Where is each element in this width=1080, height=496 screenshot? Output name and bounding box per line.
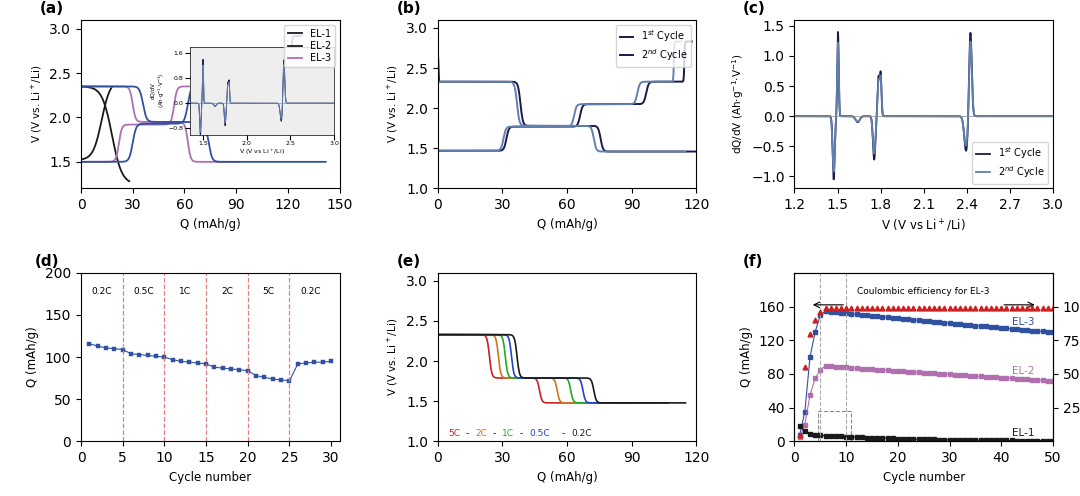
Text: 0.2C: 0.2C [92,287,112,296]
Text: (c): (c) [743,1,766,16]
Text: -: - [492,429,496,438]
Y-axis label: V (V vs. Li$^+$/Li): V (V vs. Li$^+$/Li) [29,65,43,143]
Bar [818,411,851,443]
Text: (b): (b) [396,1,421,16]
Legend: EL-1, EL-2, EL-3: EL-1, EL-2, EL-3 [284,25,335,67]
Text: (a): (a) [40,1,64,16]
Text: 0.5C: 0.5C [133,287,153,296]
Text: (e): (e) [396,254,420,269]
X-axis label: V (V vs Li$^+$/Li): V (V vs Li$^+$/Li) [881,218,967,234]
Text: -: - [562,429,565,438]
X-axis label: Q (mAh/g): Q (mAh/g) [537,471,597,484]
Text: EL-1: EL-1 [1012,429,1035,438]
Text: 5C: 5C [448,429,460,438]
Text: 0.2C: 0.2C [571,429,592,438]
Legend: 1$^{st}$ Cycle, 2$^{nd}$ Cycle: 1$^{st}$ Cycle, 2$^{nd}$ Cycle [616,25,691,66]
Text: -: - [465,429,469,438]
X-axis label: Cycle number: Cycle number [882,471,964,484]
Y-axis label: Q (mAh/g): Q (mAh/g) [26,327,39,387]
Text: 0.5C: 0.5C [529,429,550,438]
Text: 2C: 2C [475,429,487,438]
Text: -: - [519,429,523,438]
X-axis label: Q (mAh/g): Q (mAh/g) [180,218,241,231]
Y-axis label: Q (mAh/g): Q (mAh/g) [740,327,753,387]
Text: 5C: 5C [262,287,274,296]
Text: 0.2C: 0.2C [300,287,321,296]
Y-axis label: V (V vs. Li$^+$/Li): V (V vs. Li$^+$/Li) [387,318,401,396]
X-axis label: Q (mAh/g): Q (mAh/g) [537,218,597,231]
Text: 1C: 1C [179,287,191,296]
Text: EL-2: EL-2 [1012,366,1035,376]
Text: Coulombic efficiency for EL-3: Coulombic efficiency for EL-3 [858,287,990,296]
X-axis label: Cycle number: Cycle number [170,471,252,484]
Y-axis label: V (V vs. Li$^+$/Li): V (V vs. Li$^+$/Li) [387,65,401,143]
Text: (d): (d) [35,254,59,269]
Text: (f): (f) [743,254,764,269]
Text: 2C: 2C [221,287,233,296]
Legend: 1$^{st}$ Cycle, 2$^{nd}$ Cycle: 1$^{st}$ Cycle, 2$^{nd}$ Cycle [972,142,1048,184]
Y-axis label: dQ/dV (Ah$\cdot$g$^{-1}$$\cdot$V$^{-1}$): dQ/dV (Ah$\cdot$g$^{-1}$$\cdot$V$^{-1}$) [730,54,745,154]
Text: 1C: 1C [502,429,514,438]
Text: EL-3: EL-3 [1012,317,1035,327]
